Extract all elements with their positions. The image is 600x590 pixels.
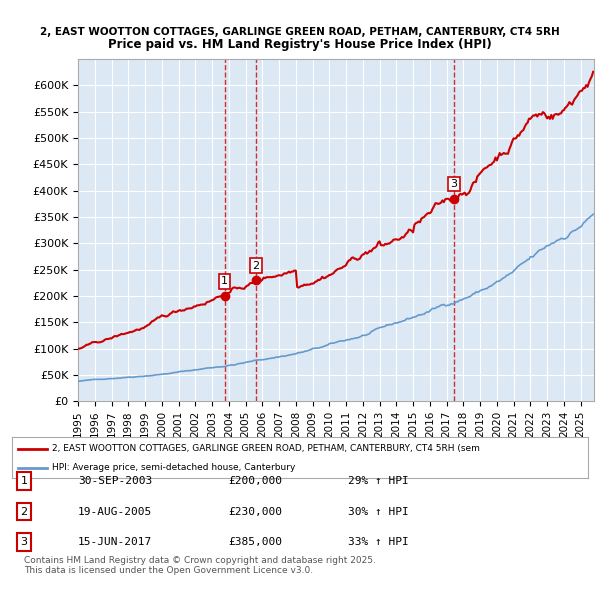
Text: £230,000: £230,000: [228, 507, 282, 516]
Text: 1: 1: [221, 277, 228, 286]
Text: 33% ↑ HPI: 33% ↑ HPI: [348, 537, 409, 547]
Text: HPI: Average price, semi-detached house, Canterbury: HPI: Average price, semi-detached house,…: [52, 463, 296, 472]
Text: 2, EAST WOOTTON COTTAGES, GARLINGE GREEN ROAD, PETHAM, CANTERBURY, CT4 5RH: 2, EAST WOOTTON COTTAGES, GARLINGE GREEN…: [40, 27, 560, 37]
Text: 30-SEP-2003: 30-SEP-2003: [78, 476, 152, 486]
Text: £200,000: £200,000: [228, 476, 282, 486]
Text: 29% ↑ HPI: 29% ↑ HPI: [348, 476, 409, 486]
Text: £385,000: £385,000: [228, 537, 282, 547]
Text: 30% ↑ HPI: 30% ↑ HPI: [348, 507, 409, 516]
Text: Price paid vs. HM Land Registry's House Price Index (HPI): Price paid vs. HM Land Registry's House …: [108, 38, 492, 51]
Text: 2: 2: [253, 261, 260, 271]
Text: 2, EAST WOOTTON COTTAGES, GARLINGE GREEN ROAD, PETHAM, CANTERBURY, CT4 5RH (sem: 2, EAST WOOTTON COTTAGES, GARLINGE GREEN…: [52, 444, 480, 454]
Text: 2: 2: [20, 507, 28, 516]
Text: 19-AUG-2005: 19-AUG-2005: [78, 507, 152, 516]
Text: 3: 3: [20, 537, 28, 547]
Text: 3: 3: [451, 179, 458, 189]
Text: 15-JUN-2017: 15-JUN-2017: [78, 537, 152, 547]
Text: Contains HM Land Registry data © Crown copyright and database right 2025.
This d: Contains HM Land Registry data © Crown c…: [24, 556, 376, 575]
Text: 1: 1: [20, 476, 28, 486]
